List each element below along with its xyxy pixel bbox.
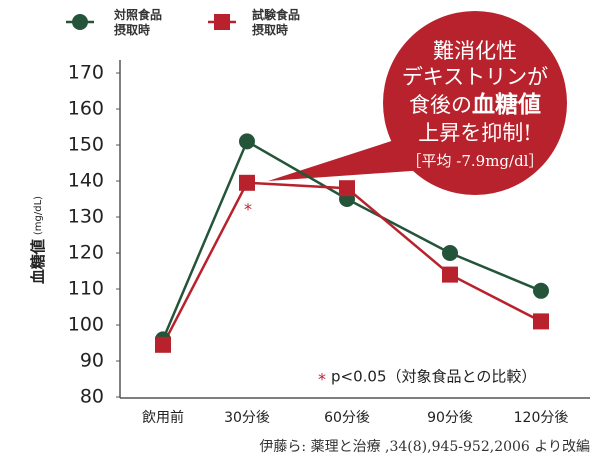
bubble-text-part: 血糖値 [472,91,541,118]
bubble-text-part: ［平均 -7.9mg/dl］ [407,152,544,170]
bubble-text: 食後の血糖値 [409,91,541,118]
bubble-text-part: 難消化性 [433,39,517,63]
bubble-text: デキストリンが [402,65,548,89]
y-unit: (mg/dL) [33,196,44,235]
y-tick-label: 90 [80,350,104,372]
y-tick-label: 130 [68,206,104,228]
y-tick-label: 110 [68,278,104,300]
legend-label: 試験食品摂取時 [252,8,301,37]
bubble [383,11,567,195]
y-tick-label: 140 [68,170,104,192]
legend-marker [72,14,88,30]
y-tick-label: 160 [68,98,104,120]
x-tick-label: 120分後 [514,410,569,426]
y-axis-label: 血糖値 (mg/dL) [29,196,47,284]
bubble-text-part: デキストリンが [402,65,548,89]
significance-mark: * [244,200,252,219]
x-tick-label: 飲用前 [142,409,184,426]
bubble-tail [268,135,425,181]
marker [442,245,458,261]
marker [239,174,255,191]
source: 伊藤ら: 薬理と治療 ,34(8),945-952,2006 より改編 [259,438,590,455]
bubble-text: ［平均 -7.9mg/dl］ [407,152,544,170]
y-tick-label: 80 [80,386,104,408]
y-label: 血糖値 [29,239,47,284]
x-tick-label: 90分後 [427,410,473,426]
bubble-text: 上昇を抑制! [418,121,531,145]
bubble-text-part: 上昇を抑制! [418,121,531,145]
bubble-text-part: 食後の [409,93,472,117]
marker [533,282,549,299]
y-tick-label: 170 [68,62,104,84]
marker [339,180,355,197]
legend-marker [214,14,230,30]
marker [155,336,171,353]
y-tick-label: 150 [68,134,104,156]
marker [442,266,458,283]
bubble-text: 難消化性 [433,39,517,63]
y-tick-label: 100 [68,314,104,336]
marker [239,133,255,150]
legend-label: 対照食品摂取時 [114,8,163,37]
y-tick-label: 120 [68,242,104,264]
note-mark: * [318,370,326,389]
x-tick-label: 60分後 [324,410,370,426]
x-tick-label: 30分後 [224,410,270,426]
marker [533,313,549,330]
note: p<0.05（対象食品との比較） [331,368,536,386]
